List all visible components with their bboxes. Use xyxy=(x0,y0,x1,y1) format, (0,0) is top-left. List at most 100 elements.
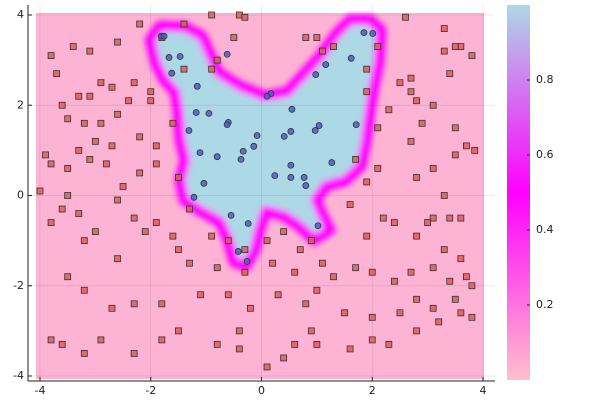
point xyxy=(80,119,88,127)
point xyxy=(64,115,72,123)
point xyxy=(253,132,261,139)
point xyxy=(413,327,420,335)
point xyxy=(407,268,415,276)
point xyxy=(368,268,376,276)
point xyxy=(451,124,459,132)
point xyxy=(302,300,310,308)
point xyxy=(213,264,221,272)
point xyxy=(302,182,310,189)
point xyxy=(86,47,94,55)
point xyxy=(302,34,310,41)
point xyxy=(208,11,216,19)
point xyxy=(175,174,182,181)
point xyxy=(47,52,55,60)
point xyxy=(407,88,415,96)
point xyxy=(374,43,382,50)
point xyxy=(313,341,321,348)
point xyxy=(330,273,337,281)
point xyxy=(152,142,160,150)
point xyxy=(435,318,443,326)
point xyxy=(314,222,322,230)
colorbar-tick-label: 0.6 xyxy=(536,148,554,161)
point xyxy=(186,205,193,213)
point xyxy=(312,71,320,78)
point xyxy=(180,65,188,73)
point xyxy=(280,354,288,362)
point xyxy=(241,268,249,276)
point xyxy=(368,336,376,344)
point xyxy=(176,53,184,60)
point xyxy=(234,248,242,255)
colorbar-tick-label: 0.8 xyxy=(536,73,554,86)
point xyxy=(108,304,116,312)
point xyxy=(429,165,437,172)
point xyxy=(53,70,61,78)
point xyxy=(130,300,138,308)
point xyxy=(223,50,231,58)
point xyxy=(451,151,459,159)
point xyxy=(311,127,319,134)
point xyxy=(196,149,204,157)
point xyxy=(186,259,193,267)
point xyxy=(352,264,360,272)
point xyxy=(241,246,249,254)
point xyxy=(269,259,276,267)
point xyxy=(346,345,354,353)
point xyxy=(97,336,105,344)
point xyxy=(158,300,166,308)
point xyxy=(114,110,121,118)
point xyxy=(429,264,437,272)
point xyxy=(169,119,177,127)
point xyxy=(168,69,176,77)
point xyxy=(429,304,437,312)
point xyxy=(103,160,110,168)
point xyxy=(346,201,354,208)
point xyxy=(108,142,116,150)
point xyxy=(130,350,138,357)
point xyxy=(300,174,308,181)
y-tick-label: 0 xyxy=(17,189,24,202)
point xyxy=(446,277,454,285)
point xyxy=(224,237,232,245)
point xyxy=(136,133,144,141)
point xyxy=(108,83,116,91)
point xyxy=(190,193,198,201)
point xyxy=(75,146,83,154)
point xyxy=(296,246,304,254)
point xyxy=(341,309,348,317)
point xyxy=(86,92,94,100)
point xyxy=(237,155,245,163)
point xyxy=(363,88,371,96)
point xyxy=(180,20,188,28)
point xyxy=(287,161,295,169)
point xyxy=(440,47,448,55)
y-tick-label: 4 xyxy=(17,8,24,21)
point xyxy=(208,65,216,73)
point xyxy=(175,246,182,254)
point xyxy=(200,179,208,187)
x-tick-label: 0 xyxy=(258,384,265,397)
point xyxy=(424,219,432,226)
point xyxy=(213,341,221,348)
point xyxy=(369,30,377,37)
point xyxy=(347,54,355,62)
point xyxy=(152,219,160,226)
point xyxy=(185,127,193,134)
point xyxy=(80,286,88,294)
point xyxy=(457,255,465,263)
point xyxy=(75,210,83,217)
point xyxy=(58,205,66,213)
point xyxy=(263,92,271,100)
point xyxy=(91,137,99,145)
point xyxy=(136,169,144,177)
point xyxy=(235,345,243,353)
point xyxy=(80,237,88,245)
point xyxy=(390,277,398,285)
point xyxy=(352,155,360,163)
x-tick-label: 4 xyxy=(480,384,487,397)
point xyxy=(471,146,479,154)
point xyxy=(457,43,465,50)
point xyxy=(328,159,336,166)
point xyxy=(42,151,49,159)
point xyxy=(247,304,254,312)
